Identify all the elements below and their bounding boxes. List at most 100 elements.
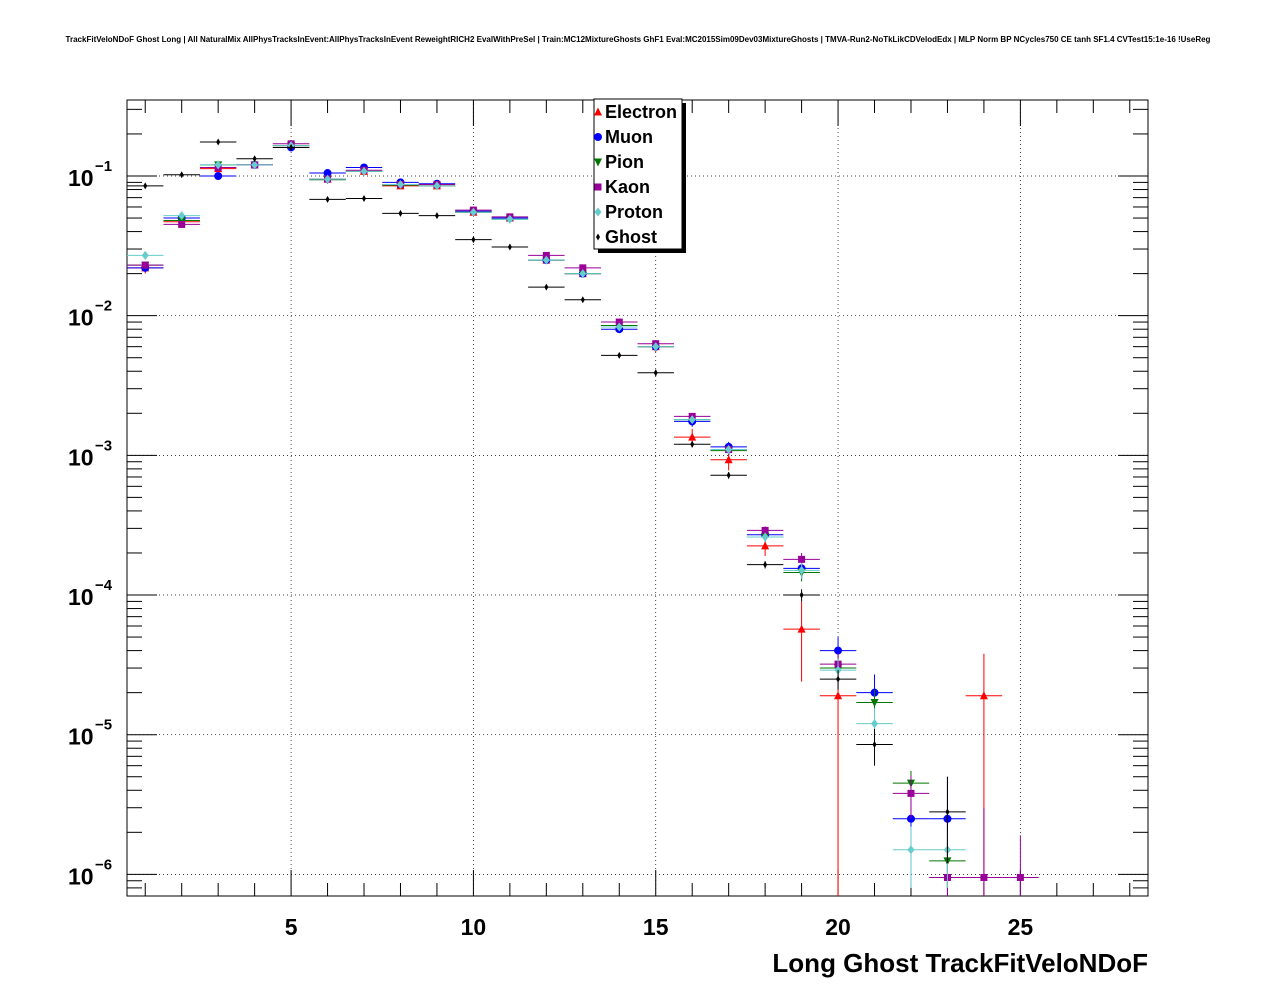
data-point (580, 296, 585, 304)
data-point (615, 322, 623, 332)
y-tick-label-exponent: −4 (95, 577, 113, 594)
y-tick-label-base: 10 (68, 724, 94, 750)
data-point (362, 195, 367, 203)
data-point (980, 873, 988, 881)
y-tick-label-exponent: −6 (95, 856, 112, 873)
data-point (434, 212, 439, 220)
y-tick-label-base: 10 (68, 444, 94, 470)
data-point (506, 214, 514, 224)
data-point (797, 624, 806, 633)
data-point (907, 845, 915, 855)
data-point (688, 432, 697, 441)
y-tick-label-exponent: −1 (95, 158, 112, 175)
legend-label: Pion (605, 152, 644, 172)
data-point (542, 251, 550, 259)
data-point (214, 171, 223, 180)
data-point (289, 143, 294, 151)
data-point (724, 455, 733, 464)
data-point (761, 541, 770, 550)
data-point (836, 675, 841, 683)
legend-marker (594, 133, 602, 141)
data-point (799, 591, 804, 599)
legend-marker (594, 158, 602, 167)
data-point (252, 155, 257, 163)
data-point (763, 561, 768, 569)
x-tick-label: 25 (1008, 914, 1034, 940)
legend-marker (594, 107, 602, 116)
data-point (1016, 873, 1024, 881)
data-point (178, 211, 186, 221)
data-point (216, 138, 221, 146)
data-points (127, 138, 1039, 896)
series-ghost (127, 138, 966, 864)
legend-label: Kaon (605, 177, 650, 197)
legend-label: Muon (605, 127, 653, 147)
legend-marker (594, 207, 602, 217)
data-point (871, 719, 879, 729)
data-point (469, 207, 477, 217)
legend-marker (594, 183, 602, 191)
x-axis-tick-labels: 5 10 15 20 25 (285, 914, 1034, 940)
data-point (542, 255, 550, 265)
data-point (251, 160, 259, 170)
x-axis-title: Long Ghost TrackFitVeloNDoF (772, 948, 1148, 978)
data-point (690, 440, 695, 448)
legend-label: Electron (605, 102, 677, 122)
data-point (324, 174, 332, 184)
data-point (688, 415, 696, 425)
data-point (178, 220, 186, 228)
data-point (544, 283, 549, 291)
legend: Electron Muon Pion Kaon Proton Ghost (593, 98, 686, 253)
legend-label: Proton (605, 202, 663, 222)
data-point (725, 445, 733, 455)
data-point (907, 789, 915, 797)
y-tick-label-exponent: −2 (95, 298, 112, 315)
data-point (325, 195, 330, 203)
data-point (214, 160, 222, 170)
x-tick-label: 5 (285, 914, 298, 940)
data-point (396, 179, 404, 189)
data-point (617, 351, 622, 359)
y-tick-label-base: 10 (68, 305, 94, 331)
data-point (945, 808, 950, 816)
data-point (761, 526, 769, 534)
data-point (179, 171, 184, 179)
data-point (726, 471, 731, 479)
data-point (834, 691, 843, 700)
legend-box (593, 98, 683, 250)
data-point (798, 565, 806, 575)
y-tick-label-base: 10 (68, 584, 94, 610)
y-axis-tick-labels: 10−610−510−410−310−210−1 (68, 158, 113, 889)
legend-marker (596, 233, 600, 241)
data-point (798, 555, 806, 563)
x-tick-label: 20 (825, 914, 851, 940)
x-tick-label: 10 (461, 914, 487, 940)
y-tick-label-base: 10 (68, 165, 94, 191)
data-point (141, 250, 149, 260)
data-point (143, 182, 148, 190)
data-point (398, 209, 403, 217)
y-tick-label-base: 10 (68, 863, 94, 889)
y-tick-label-exponent: −5 (95, 717, 112, 734)
data-point (652, 342, 660, 352)
data-point (433, 181, 441, 191)
data-point (761, 532, 769, 542)
data-point (653, 369, 658, 377)
data-point (360, 166, 368, 176)
data-point (870, 699, 879, 708)
y-tick-label-exponent: −3 (95, 437, 112, 454)
data-point (615, 318, 623, 326)
data-point (579, 269, 587, 279)
legend-entries: Electron Muon Pion Kaon Proton Ghost (594, 102, 677, 247)
data-point (979, 691, 988, 700)
data-point (141, 261, 149, 269)
chart-title: TrackFitVeloNDoF Ghost Long | All Natura… (66, 35, 1211, 44)
data-point (323, 169, 332, 178)
data-point (507, 243, 512, 251)
legend-label: Ghost (605, 227, 657, 247)
data-point (579, 264, 587, 272)
x-tick-label: 15 (643, 914, 669, 940)
data-point (872, 741, 877, 749)
data-point (471, 236, 476, 244)
